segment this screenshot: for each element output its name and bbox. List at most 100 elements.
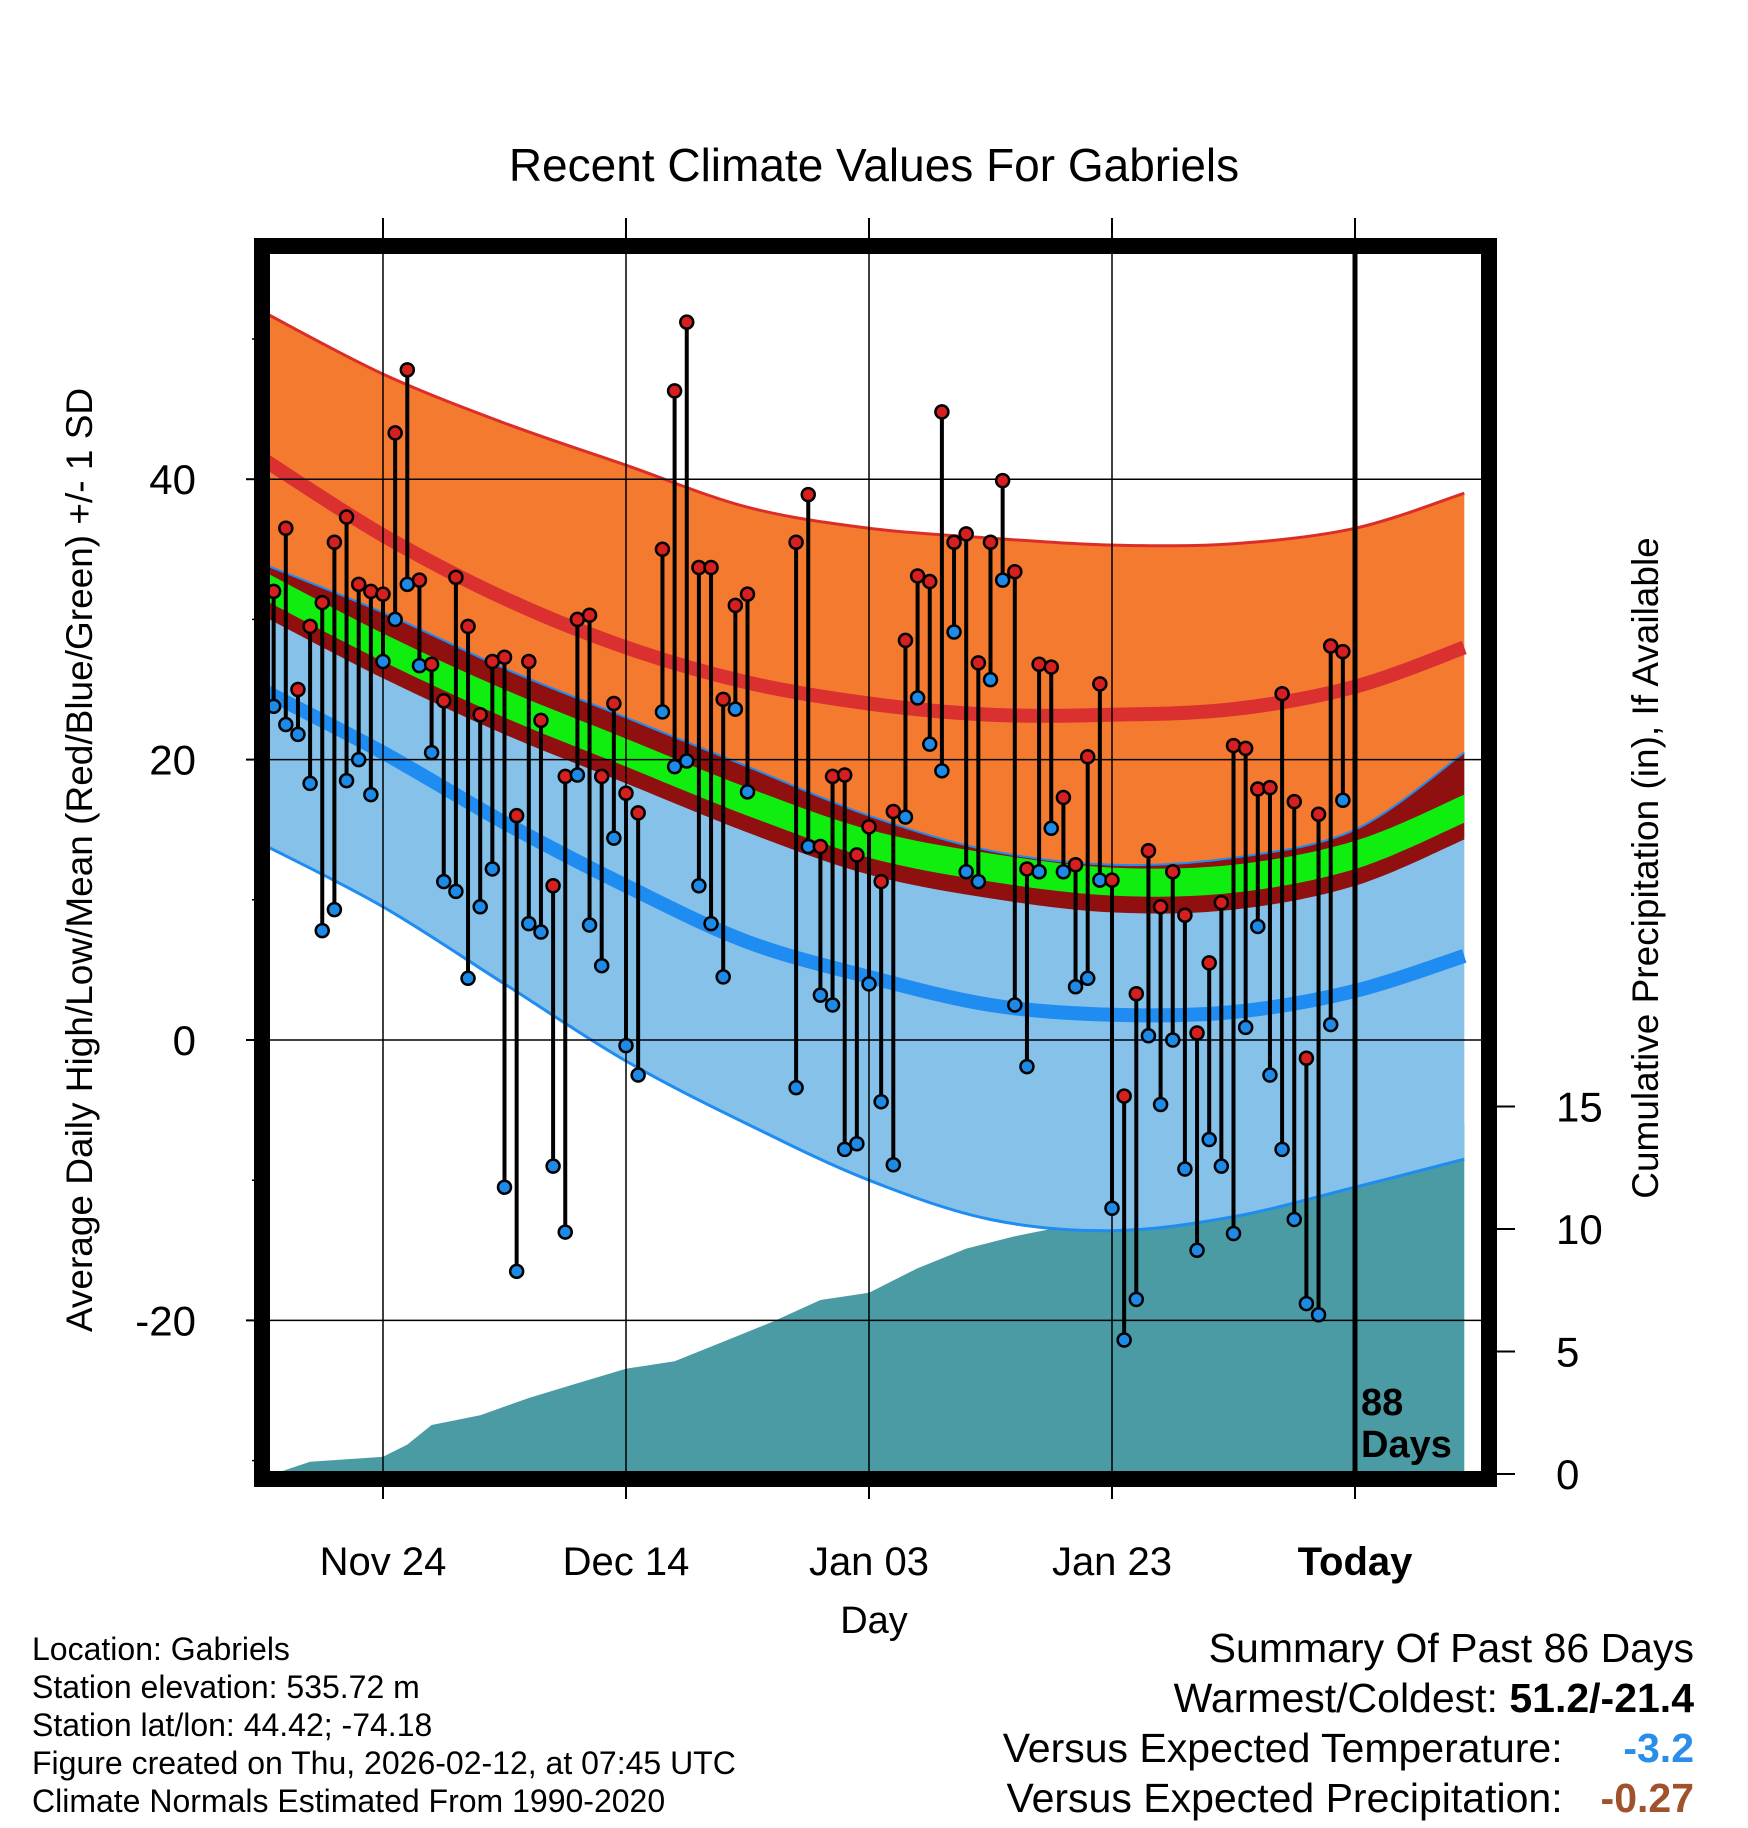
daily-high-point [593,768,610,785]
daily-low-point [715,969,731,985]
daily-high-point [521,653,537,670]
daily-low-point [873,1093,889,1110]
daily-high-point [666,383,683,399]
daily-high-point [278,520,294,537]
daily-low-point [593,957,610,974]
today-days-label: 88 [1361,1382,1403,1424]
daily-high-point [411,572,428,588]
x-tick-label: Nov 24 [320,1540,447,1584]
daily-low-point [691,878,707,894]
daily-low-point [897,809,914,825]
daily-low-point [994,572,1011,588]
daily-low-point [1213,1158,1230,1174]
daily-high-point [1335,643,1351,660]
daily-high-point [654,541,671,558]
daily-low-point [350,751,367,768]
daily-low-point [1007,997,1023,1013]
daily-high-point [606,695,622,712]
station-elevation: Station elevation: 535.72 m [32,1669,420,1705]
daily-high-point [350,576,367,593]
daily-high-point [472,706,488,723]
x-tick-label: Today [1298,1540,1414,1584]
temp-departure-value: -3.2 [1623,1725,1694,1771]
precip-departure-value: -0.27 [1600,1775,1694,1821]
daily-low-point [861,976,877,992]
y2-tick-label: 5 [1556,1329,1579,1376]
daily-high-point [1225,737,1242,754]
daily-high-point [1165,864,1181,880]
y2-tick-label: 10 [1556,1206,1603,1253]
daily-low-point [824,997,841,1013]
daily-low-point [849,1135,865,1152]
daily-low-point [1225,1225,1242,1242]
daily-high-point [1152,899,1169,915]
daily-low-point [1177,1161,1193,1177]
daily-low-point [1043,820,1059,837]
daily-low-point [1104,1200,1120,1216]
daily-low-point [1067,978,1084,995]
daily-low-point [1128,1291,1145,1308]
observations-layer [262,314,1351,1348]
daily-low-point [982,671,999,688]
daily-high-point [314,594,330,611]
figure-created: Figure created on Thu, 2026-02-12, at 07… [32,1745,736,1781]
daily-high-point [1007,563,1023,580]
summary-title: Summary Of Past 86 Days [1208,1625,1694,1671]
warmest-coldest-row: Warmest/Coldest: 51.2/-21.4 [1003,1673,1694,1723]
y-axis-label: Average Daily High/Low/Mean (Red/Blue/Gr… [59,388,100,1332]
daily-high-point [1213,894,1230,911]
station-info: Location: Gabriels Station elevation: 53… [32,1630,736,1820]
daily-high-point [703,559,719,576]
daily-low-point [909,690,926,706]
daily-high-point [788,534,804,551]
daily-high-point [679,314,695,330]
daily-low-point [314,922,330,939]
daily-low-point [460,970,476,987]
daily-high-point [508,807,525,824]
daily-high-point [302,618,318,635]
daily-high-point [970,655,987,671]
daily-high-point [436,692,452,709]
daily-high-point [387,425,403,441]
daily-high-point [338,509,355,525]
daily-high-point [1116,1088,1132,1104]
y-tick-label: 0 [173,1017,196,1064]
daily-low-point [326,901,343,918]
daily-high-point [1262,779,1278,796]
daily-low-point [1237,1019,1254,1036]
daily-low-point [1286,1211,1302,1228]
daily-low-point [557,1224,573,1240]
plot-frame [254,238,1497,1487]
daily-low-point [290,726,306,743]
daily-low-point [375,653,391,670]
daily-high-point [533,712,549,729]
daily-low-point [934,763,950,779]
daily-high-point [618,785,634,801]
daily-low-point [1274,1141,1290,1158]
daily-high-point [423,656,440,673]
daily-high-point [1067,857,1084,873]
daily-low-point [1262,1067,1278,1083]
temp-departure-row: Versus Expected Temperature: -3.2 [1003,1723,1694,1773]
daily-high-point [727,597,744,614]
daily-low-point [1165,1032,1181,1048]
daily-low-point [1310,1307,1327,1323]
daily-high-point [363,583,379,600]
climate-normals-period: Climate Normals Estimated From 1990-2020 [32,1783,666,1819]
daily-high-point [1237,740,1254,757]
y2-axis-label: Cumulative Precipitation (in), If Availa… [1625,537,1666,1199]
daily-low-point [739,784,756,800]
station-location: Location: Gabriels [32,1631,290,1667]
daily-low-point [302,775,318,792]
daily-high-point [800,486,816,503]
daily-high-point [922,573,938,590]
daily-low-point [1298,1295,1315,1312]
daily-high-point [1079,749,1096,765]
daily-high-point [909,568,926,584]
daily-low-point [922,736,938,752]
daily-low-point [496,1179,513,1195]
daily-high-point [448,569,464,586]
daily-high-point [934,404,950,420]
daily-high-point [460,618,476,635]
daily-low-point [581,917,598,933]
